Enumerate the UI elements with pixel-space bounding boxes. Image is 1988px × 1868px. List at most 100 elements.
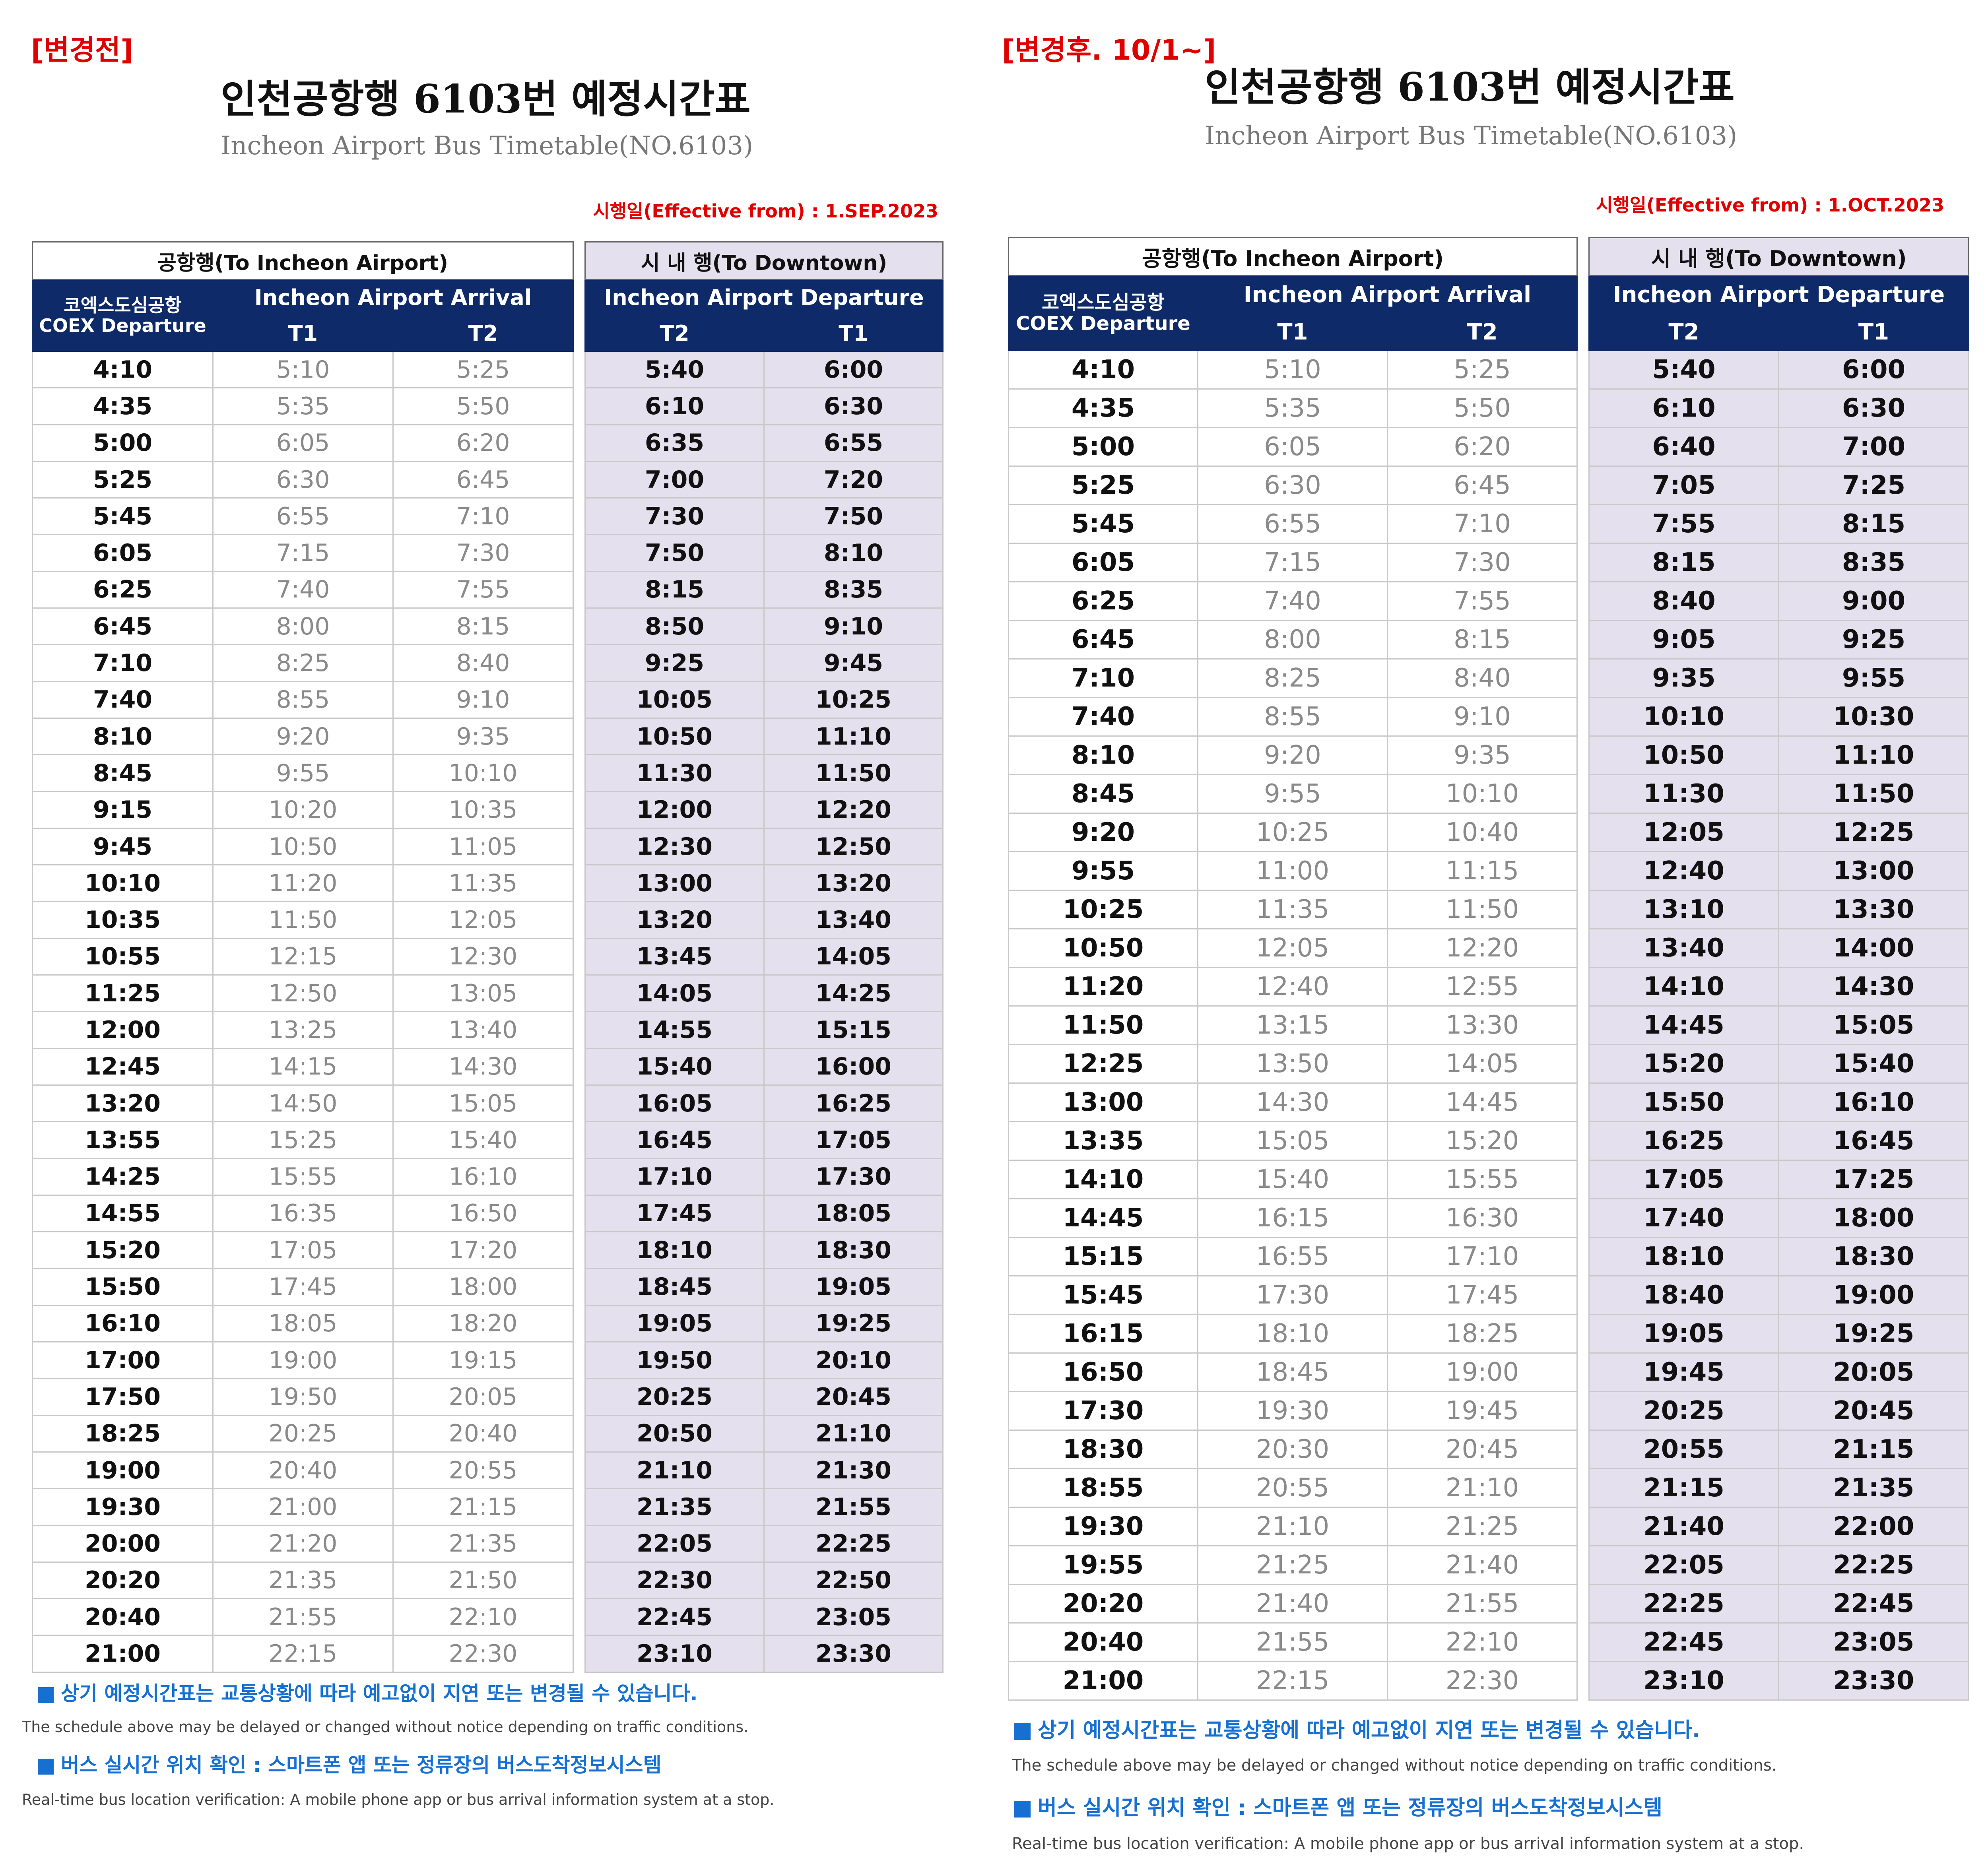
time-cell: 19:30: [1197, 1391, 1388, 1431]
table-row: 10:50 11:10: [1588, 735, 1969, 775]
time-cell: 6:25: [32, 570, 214, 609]
table-row: 14:10 15:40 15:55: [1008, 1160, 1578, 1199]
table-row: 17:05 17:25: [1588, 1160, 1969, 1199]
time-cell: 10:50: [1588, 735, 1779, 775]
table-row: 9:05 9:25: [1588, 620, 1969, 660]
table-row: 10:55 12:15 12:30: [32, 937, 574, 976]
time-cell: 17:40: [1588, 1198, 1779, 1238]
table-row: 9:20 10:25 10:40: [1008, 813, 1578, 852]
time-cell: 14:15: [212, 1047, 394, 1086]
time-cell: 17:30: [1008, 1391, 1198, 1431]
time-cell: 15:05: [1778, 1005, 1969, 1045]
table-row: 10:05 10:25: [584, 681, 944, 719]
table-row: 12:05 12:25: [1588, 813, 1969, 852]
table-row: 20:20 21:40 21:55: [1008, 1584, 1578, 1624]
time-cell: 5:25: [392, 350, 574, 389]
table-row: 16:05 16:25: [584, 1084, 944, 1123]
table-row: 22:30 22:50: [584, 1561, 944, 1600]
table-row: 10:50 11:10: [584, 717, 944, 756]
time-cell: 13:35: [1008, 1121, 1198, 1161]
time-cell: 17:20: [392, 1231, 574, 1269]
table-row: 17:10 17:30: [584, 1158, 944, 1196]
col-header-t2: T2: [584, 315, 765, 352]
time-cell: 7:15: [1197, 543, 1388, 582]
table-row: 7:00 7:20: [584, 460, 944, 499]
time-cell: 11:20: [212, 864, 394, 902]
time-cell: 16:10: [32, 1304, 214, 1343]
time-cell: 23:05: [1778, 1622, 1969, 1662]
time-cell: 8:35: [763, 570, 944, 609]
table-row: 7:30 7:50: [584, 497, 944, 535]
time-cell: 8:15: [392, 607, 574, 646]
table-row: 12:30 12:50: [584, 827, 944, 866]
time-cell: 21:35: [212, 1561, 394, 1600]
note-realtime-en: Real-time bus location verification: A m…: [1012, 1835, 1804, 1853]
time-cell: 7:30: [1387, 543, 1578, 582]
time-cell: 21:10: [1387, 1468, 1578, 1508]
note-realtime-ko: 버스 실시간 위치 확인 : 스마트폰 앱 또는 정류장의 버스도착정보시스템: [38, 1749, 662, 1778]
time-cell: 7:55: [392, 570, 574, 609]
time-cell: 15:20: [1387, 1121, 1578, 1161]
time-cell: 7:05: [1588, 466, 1779, 505]
table-row: 16:50 18:45 19:00: [1008, 1352, 1578, 1392]
time-cell: 6:55: [1197, 504, 1388, 544]
table-row: 19:00 20:40 20:55: [32, 1451, 574, 1490]
time-cell: 15:20: [1588, 1044, 1779, 1084]
time-cell: 7:50: [584, 534, 765, 572]
table-row: 16:15 18:10 18:25: [1008, 1314, 1578, 1354]
coex-departure-header: 코엑스도심공항 COEX Departure: [32, 279, 214, 352]
time-cell: 12:50: [212, 974, 394, 1013]
time-cell: 15:05: [1197, 1121, 1388, 1161]
table-row: 6:25 7:40 7:55: [1008, 581, 1578, 621]
table-row: 17:00 19:00 19:15: [32, 1341, 574, 1379]
time-cell: 11:30: [584, 754, 765, 792]
table-row: 17:45 18:05: [584, 1194, 944, 1233]
table-row: 13:20 14:50 15:05: [32, 1084, 574, 1123]
time-cell: 19:30: [32, 1488, 214, 1526]
time-cell: 8:45: [32, 754, 214, 792]
time-cell: 11:50: [1008, 1005, 1198, 1045]
time-cell: 9:15: [32, 791, 214, 829]
table-row: 23:10 23:30: [1588, 1661, 1969, 1701]
time-cell: 7:25: [1778, 466, 1969, 505]
table-row: 13:00 13:20: [584, 864, 944, 902]
time-cell: 6:00: [1778, 350, 1969, 390]
time-cell: 18:10: [584, 1231, 765, 1269]
table-row: 18:40 19:00: [1588, 1275, 1969, 1315]
coex-departure-en: COEX Departure: [39, 314, 206, 336]
table-row: 9:25 9:45: [584, 644, 944, 682]
time-cell: 19:05: [1588, 1314, 1779, 1354]
table-row: 22:25 22:45: [1588, 1584, 1969, 1624]
time-cell: 11:35: [1197, 890, 1388, 929]
time-cell: 4:35: [32, 387, 214, 425]
page-subtitle: Incheon Airport Bus Timetable(NO.6103): [1205, 121, 1738, 151]
time-cell: 9:55: [1008, 851, 1198, 891]
time-cell: 5:25: [1387, 350, 1578, 390]
time-cell: 9:10: [392, 681, 574, 719]
to-airport-header: 공항행(To Incheon Airport): [31, 241, 574, 280]
time-cell: 20:55: [1197, 1468, 1388, 1508]
time-cell: 20:40: [32, 1598, 214, 1636]
col-header-t2: T2: [1387, 313, 1578, 351]
time-cell: 15:15: [763, 1011, 944, 1049]
table-row: 13:35 15:05 15:20: [1008, 1121, 1578, 1161]
table-row: 10:35 11:50 12:05: [32, 901, 574, 939]
table-row: 5:00 6:05 6:20: [1008, 427, 1578, 467]
table-row: 21:10 21:30: [584, 1451, 944, 1490]
table-row: 4:10 5:10 5:25: [1008, 350, 1578, 390]
time-cell: 12:05: [1588, 813, 1779, 852]
time-cell: 15:40: [392, 1121, 574, 1159]
table-row: 13:45 14:05: [584, 937, 944, 976]
time-cell: 16:10: [392, 1158, 574, 1196]
time-cell: 9:20: [212, 717, 394, 756]
time-cell: 11:10: [1778, 735, 1969, 775]
time-cell: 16:45: [1778, 1121, 1969, 1161]
time-cell: 10:50: [1008, 928, 1198, 968]
table-row: 13:40 14:00: [1588, 928, 1969, 968]
square-bullet-icon: [1014, 1801, 1031, 1818]
time-cell: 12:50: [763, 827, 944, 866]
table-row: 7:10 8:25 8:40: [32, 644, 574, 682]
time-cell: 8:10: [1008, 735, 1198, 775]
table-row: 8:10 9:20 9:35: [32, 717, 574, 756]
coex-departure-header: 코엑스도심공항 COEX Departure: [1008, 275, 1198, 351]
